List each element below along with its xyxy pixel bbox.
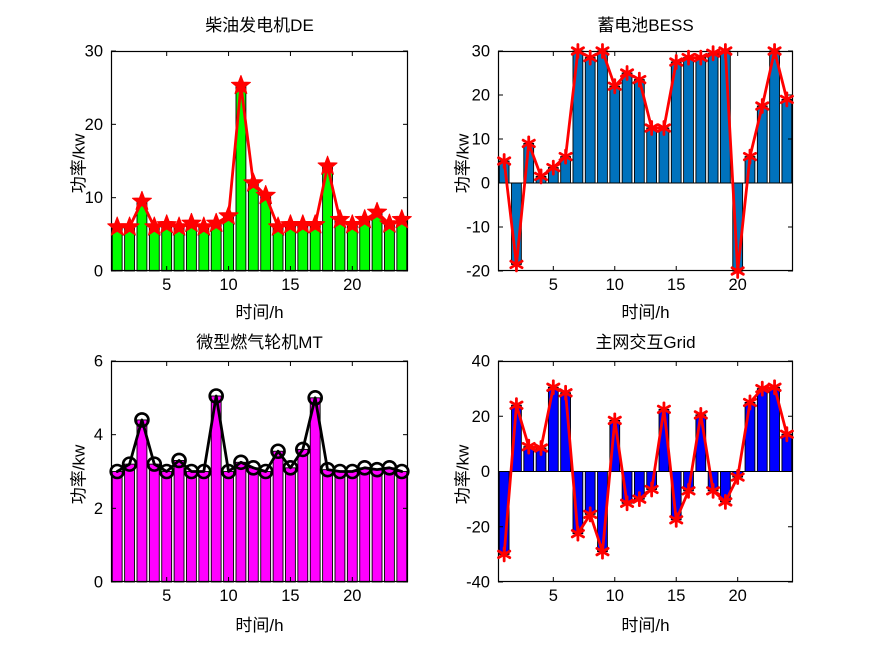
plot-area-grid-exchange: 5 10 15 20 -40 -20 0 20 40 — [466, 353, 794, 605]
svg-text:15: 15 — [667, 587, 685, 605]
svg-text:20: 20 — [729, 276, 747, 294]
svg-text:0: 0 — [94, 263, 103, 281]
chart-title-microturbine-mt: 微型燃气轮机MT — [196, 333, 323, 352]
x-axis-label-battery-bess: 时间/h — [621, 303, 670, 322]
svg-text:20: 20 — [343, 276, 361, 294]
svg-text:5: 5 — [162, 587, 171, 605]
x-axis-label-microturbine-mt: 时间/h — [235, 616, 284, 635]
svg-text:5: 5 — [549, 276, 558, 294]
chart-cell-grid-exchange: 主网交互Grid 功率/kw 5 10 15 20 -40 -20 0 20 40 时间/h — [437, 328, 875, 656]
svg-text:10: 10 — [472, 131, 490, 149]
svg-text:0: 0 — [94, 574, 103, 592]
svg-text:4: 4 — [94, 426, 103, 444]
svg-text:-20: -20 — [466, 518, 490, 536]
svg-text:30: 30 — [472, 43, 490, 61]
chart-cell-microturbine-mt: 微型燃气轮机MT 功率/kw 5 10 15 20 0 2 4 6 时间/h — [0, 328, 437, 656]
svg-text:30: 30 — [85, 43, 103, 61]
svg-text:20: 20 — [85, 116, 103, 134]
plot-area-battery-bess: 5 10 15 20 -20 -10 0 10 20 30 — [466, 43, 794, 294]
svg-text:-40: -40 — [466, 574, 490, 592]
svg-text:40: 40 — [472, 353, 490, 371]
x-axis-label-diesel-de: 时间/h — [235, 303, 284, 322]
svg-text:10: 10 — [85, 189, 103, 207]
svg-text:20: 20 — [472, 408, 490, 426]
svg-text:6: 6 — [94, 353, 103, 371]
plot-area-diesel-de: 5 10 15 20 0 10 20 30 — [85, 43, 412, 294]
svg-text:2: 2 — [94, 500, 103, 518]
svg-text:20: 20 — [343, 587, 361, 605]
svg-text:0: 0 — [481, 175, 490, 193]
chart-cell-diesel-de: 柴油发电机DE 功率/kw 5 10 15 20 0 10 20 30 时间/h — [0, 0, 437, 328]
svg-text:10: 10 — [219, 276, 237, 294]
x-axis-label-grid-exchange: 时间/h — [621, 616, 670, 635]
svg-text:15: 15 — [667, 276, 685, 294]
chart-title-grid-exchange: 主网交互Grid — [595, 333, 696, 352]
svg-text:20: 20 — [729, 587, 747, 605]
svg-text:-10: -10 — [466, 219, 490, 237]
svg-text:5: 5 — [549, 587, 558, 605]
svg-text:5: 5 — [162, 276, 171, 294]
chart-title-battery-bess: 蓄电池BESS — [597, 16, 694, 35]
svg-text:15: 15 — [281, 587, 299, 605]
chart-title-diesel-de: 柴油发电机DE — [205, 16, 314, 35]
svg-text:-20: -20 — [466, 263, 490, 281]
svg-text:15: 15 — [281, 276, 299, 294]
plot-area-microturbine-mt: 5 10 15 20 0 2 4 6 — [94, 353, 410, 605]
svg-text:10: 10 — [606, 587, 624, 605]
svg-text:0: 0 — [481, 463, 490, 481]
svg-text:10: 10 — [606, 276, 624, 294]
chart-cell-battery-bess: 蓄电池BESS 功率/kw 5 10 15 20 -20 -10 0 10 20 30 时间/h — [437, 0, 875, 328]
svg-text:10: 10 — [219, 587, 237, 605]
svg-text:20: 20 — [472, 87, 490, 105]
